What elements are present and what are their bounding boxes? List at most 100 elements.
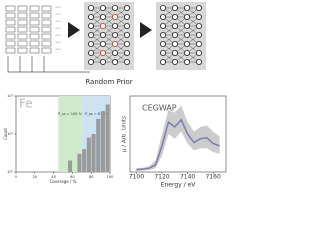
sample-block bbox=[41, 47, 52, 54]
sample-block bbox=[17, 47, 28, 54]
arrow bbox=[140, 22, 152, 38]
figure: Random Prior ·····················P_ss =… bbox=[3, 2, 227, 189]
line bbox=[136, 118, 220, 171]
node bbox=[183, 22, 190, 29]
node bbox=[100, 59, 107, 66]
node bbox=[112, 5, 119, 11]
ellipsis: ··· bbox=[55, 40, 61, 47]
node bbox=[100, 5, 107, 11]
node bbox=[159, 13, 166, 20]
arrow bbox=[68, 22, 80, 38]
region-label: P_ss = 67 % bbox=[85, 112, 107, 116]
x-tick-label: 7100 bbox=[129, 174, 144, 181]
x-tick-label: 0 bbox=[15, 175, 17, 179]
node bbox=[171, 50, 178, 57]
sample-block bbox=[5, 40, 16, 47]
sample-block bbox=[17, 33, 28, 40]
node bbox=[124, 59, 131, 66]
node bbox=[183, 32, 190, 39]
band bbox=[136, 105, 220, 172]
node bbox=[112, 50, 119, 57]
node bbox=[100, 50, 107, 57]
node bbox=[171, 32, 178, 39]
x-axis-label: Energy / eV bbox=[161, 182, 197, 189]
x-axis-label: Coverage / % bbox=[50, 179, 77, 184]
ellipsis: ··· bbox=[55, 5, 61, 12]
ellipsis: ··· bbox=[55, 19, 61, 26]
node bbox=[124, 50, 131, 57]
chart-title: CEGWAP bbox=[142, 104, 177, 113]
node bbox=[195, 32, 202, 39]
node bbox=[112, 13, 119, 20]
node bbox=[171, 22, 178, 29]
sample-block bbox=[17, 26, 28, 33]
sample-block bbox=[5, 12, 16, 19]
sample-block bbox=[29, 47, 40, 54]
x-tick-label: 60 bbox=[70, 175, 74, 179]
node bbox=[88, 5, 95, 11]
sample-block bbox=[41, 26, 52, 33]
node bbox=[159, 59, 166, 66]
sample-block bbox=[41, 40, 52, 47]
node bbox=[88, 13, 95, 20]
prior-label: Random Prior bbox=[85, 78, 132, 86]
x-tick-label: 80 bbox=[89, 175, 93, 179]
bar bbox=[68, 160, 73, 172]
node bbox=[100, 41, 107, 48]
node bbox=[124, 13, 131, 20]
sample-block bbox=[17, 5, 28, 12]
chart-title: Fe bbox=[19, 97, 33, 111]
node bbox=[159, 32, 166, 39]
node bbox=[159, 22, 166, 29]
sample-block bbox=[29, 26, 40, 33]
y-tick-label: 10⁰ bbox=[7, 170, 13, 174]
bar bbox=[77, 153, 82, 172]
sample-block bbox=[29, 40, 40, 47]
node bbox=[159, 41, 166, 48]
ellipsis: ··· bbox=[55, 12, 61, 19]
node bbox=[124, 32, 131, 39]
y-axis-label: Count bbox=[3, 128, 8, 140]
x-tick-label: 7160 bbox=[206, 174, 221, 181]
sample-block bbox=[29, 19, 40, 26]
sample-block bbox=[29, 12, 40, 19]
sample-block bbox=[5, 19, 16, 26]
bar bbox=[105, 104, 110, 172]
node bbox=[195, 50, 202, 57]
node bbox=[100, 13, 107, 20]
node bbox=[195, 59, 202, 66]
bracket bbox=[7, 56, 90, 73]
region bbox=[81, 96, 110, 172]
node bbox=[112, 41, 119, 48]
node bbox=[183, 50, 190, 57]
sample-block bbox=[29, 5, 40, 12]
node bbox=[88, 41, 95, 48]
node bbox=[183, 59, 190, 66]
ellipsis: ··· bbox=[55, 26, 61, 33]
ellipsis: ··· bbox=[55, 47, 61, 54]
node bbox=[171, 59, 178, 66]
node bbox=[100, 32, 107, 39]
sample-block bbox=[41, 33, 52, 40]
y-axis-label: μ / Arb. Units bbox=[122, 116, 128, 152]
node bbox=[124, 41, 131, 48]
bar bbox=[96, 118, 101, 172]
node bbox=[112, 59, 119, 66]
bar bbox=[91, 134, 96, 172]
sample-block bbox=[5, 33, 16, 40]
node bbox=[124, 5, 131, 11]
sample-block bbox=[17, 19, 28, 26]
node bbox=[171, 5, 178, 11]
node bbox=[195, 13, 202, 20]
node bbox=[100, 22, 107, 29]
ellipsis: ··· bbox=[55, 33, 61, 40]
node bbox=[183, 5, 190, 11]
region bbox=[58, 96, 82, 172]
node bbox=[183, 41, 190, 48]
x-tick-label: 40 bbox=[51, 175, 55, 179]
sample-block bbox=[17, 12, 28, 19]
sample-block bbox=[5, 26, 16, 33]
y-tick-label: 10² bbox=[7, 94, 13, 98]
node bbox=[112, 22, 119, 29]
node bbox=[159, 50, 166, 57]
